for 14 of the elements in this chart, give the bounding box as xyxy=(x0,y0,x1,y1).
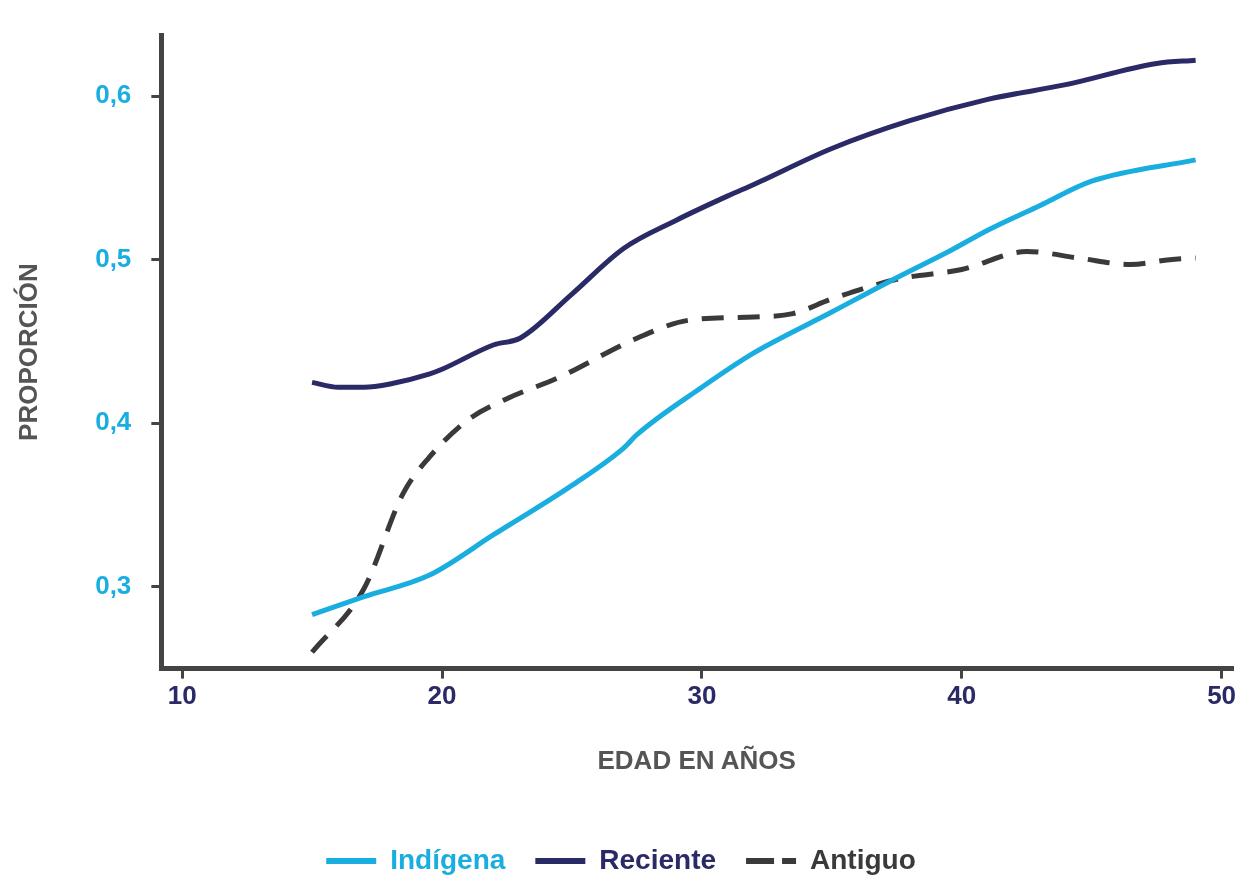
x-axis-title: EDAD EN AÑOS xyxy=(597,744,796,775)
x-tick-label: 50 xyxy=(1207,680,1237,711)
y-tick-label: 0,3 xyxy=(95,569,132,600)
y-tick-label: 0,4 xyxy=(95,406,132,437)
x-tick-label: 40 xyxy=(947,680,977,711)
y-tick-label: 0,5 xyxy=(95,242,132,273)
x-tick-label: 10 xyxy=(167,680,197,711)
legend-label: Reciente xyxy=(599,843,717,875)
legend-label: Antiguo xyxy=(810,843,916,875)
x-tick-label: 20 xyxy=(427,680,457,711)
y-tick-label: 0,6 xyxy=(95,79,132,110)
legend-label: Indígena xyxy=(390,843,506,875)
x-tick-label: 30 xyxy=(687,680,717,711)
y-axis-title: PROPORCIÓN xyxy=(12,263,43,441)
